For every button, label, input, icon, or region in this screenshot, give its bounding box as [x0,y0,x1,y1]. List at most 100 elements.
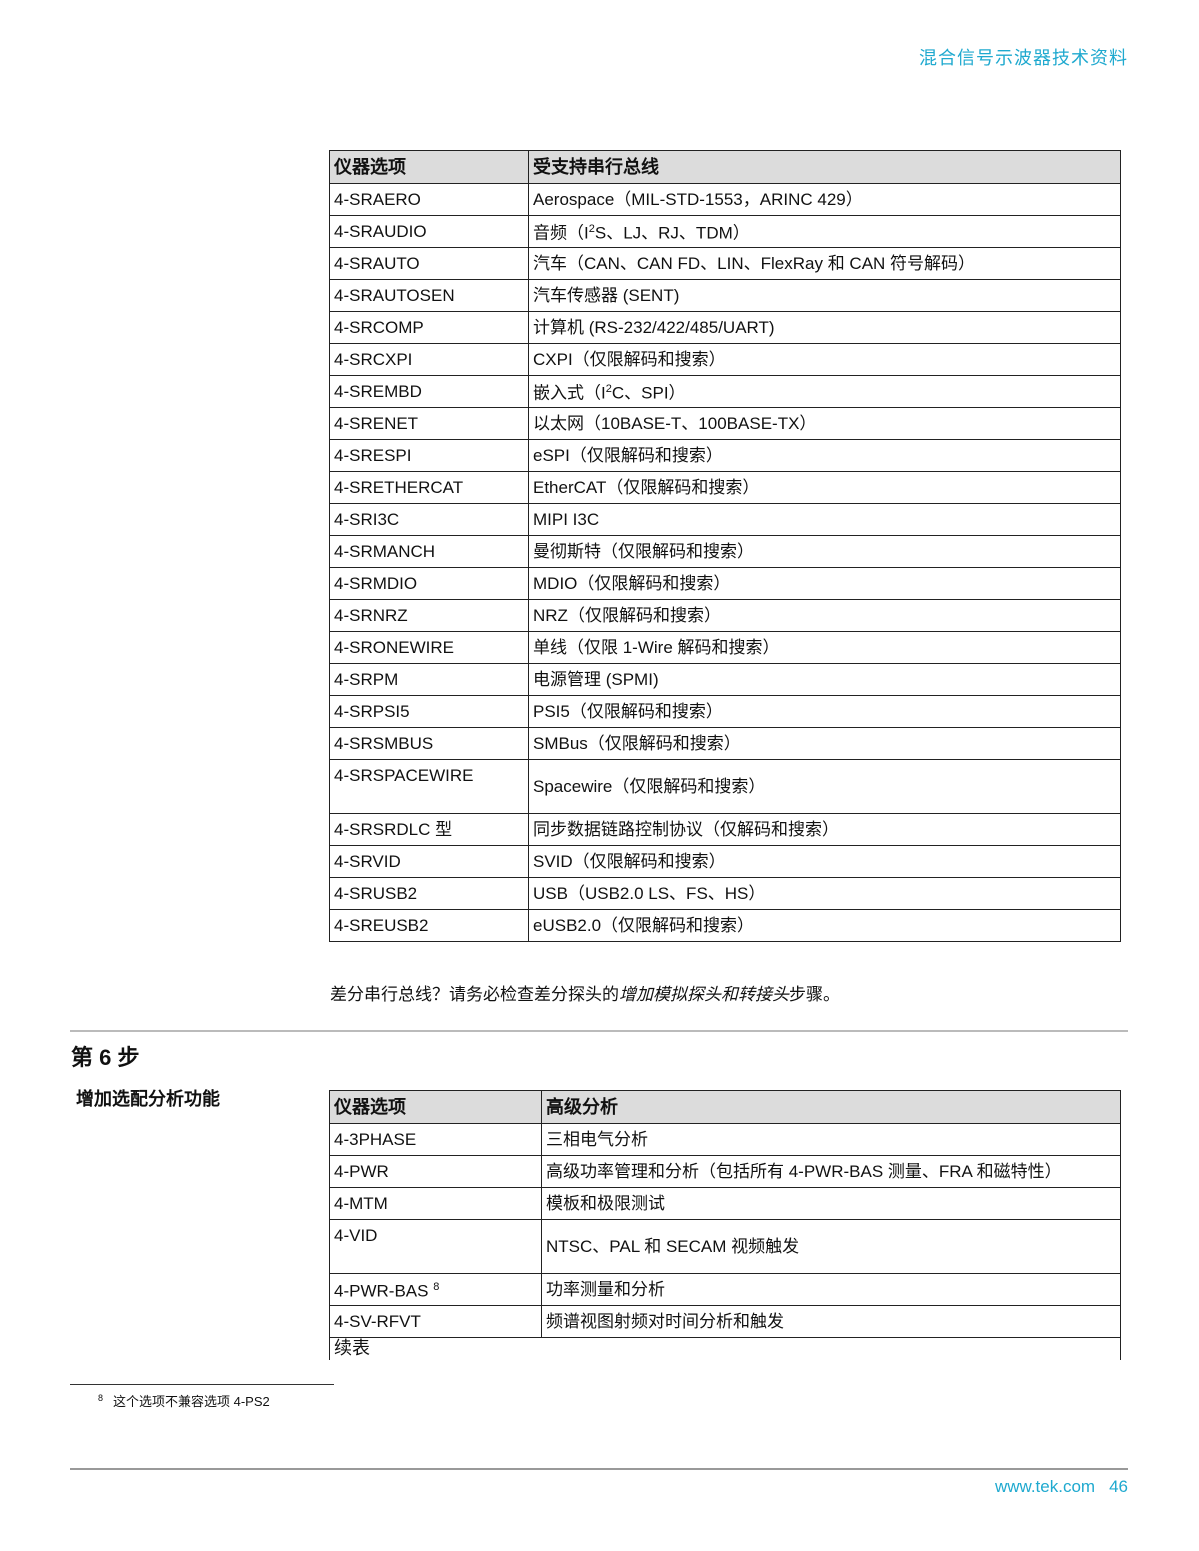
continued-label: 续表 [329,1337,1121,1360]
description-cell: 嵌入式（I2C、SPI） [528,375,1121,408]
description-cell: 频谱视图射频对时间分析和触发 [541,1305,1121,1338]
table-row: 4-SRCXPI CXPI（仅限解码和搜索） [329,343,1121,376]
option-code: 4-SREMBD [334,381,422,401]
description-cell: PSI5（仅限解码和搜索） [528,695,1121,728]
step-title: 第 6 步 [71,1045,140,1070]
superscript: 2 [605,383,612,396]
table-row: 4-SRPSI5 PSI5（仅限解码和搜索） [329,695,1121,728]
table-row: 4-VID NTSC、PAL 和 SECAM 视频触发 [329,1219,1121,1274]
description-cell: CXPI（仅限解码和搜索） [528,343,1121,376]
option-cell: 4-SRETHERCAT [329,471,529,504]
table-row: 4-SRAERO Aerospace（MIL-STD-1553，ARINC 429… [329,183,1121,216]
option-code: 4-SRSPACEWIRE [334,766,474,785]
option-code: 4-SRAUTO [334,253,420,273]
description-cell: 汽车传感器 (SENT) [528,279,1121,312]
description-text: 频谱视图射频对时间分析和触发 [546,1311,784,1331]
description-cell: Spacewire（仅限解码和搜索） [528,759,1121,814]
description-text: PSI5（仅限解码和搜索） [533,701,723,721]
description-text: SMBus（仅限解码和搜索） [533,733,741,753]
option-code: 4-SRI3C [334,509,400,529]
footnote-rule [70,1384,334,1385]
table-row: 4-SRSMBUS SMBus（仅限解码和搜索） [329,727,1121,760]
option-code: 4-SRESPI [334,445,412,465]
footer: www.tek.com 46 [995,1477,1128,1497]
description-cell: 高级功率管理和分析（包括所有 4-PWR-BAS 测量、FRA 和磁特性） [541,1155,1121,1188]
option-code: 4-SRCXPI [334,349,413,369]
description-text: 同步数据链路控制协议（仅解码和搜索） [533,819,839,839]
option-cell: 4-SRPM [329,663,529,696]
table-row: 4-SRAUTOSEN 汽车传感器 (SENT) [329,279,1121,312]
table-row: 4-SRENET 以太网（10BASE-T、100BASE-TX） [329,407,1121,440]
option-code: 4-SRAERO [334,189,421,209]
description-text: eSPI（仅限解码和搜索） [533,445,723,465]
website-link[interactable]: www.tek.com [994,1477,1096,1496]
option-code: 4-MTM [334,1193,388,1213]
serial-bus-options-table: 仪器选项 受支持串行总线 4-SRAERO Aerospace（MIL-STD-1… [329,150,1121,942]
description-text: USB（USB2.0 LS、FS、HS） [533,883,766,903]
option-code: 4-SV-RFVT [334,1311,421,1331]
option-cell: 4-PWR [329,1155,542,1188]
description-text: Spacewire（仅限解码和搜索） [533,776,766,796]
table-row: 4-SRAUTO 汽车（CAN、CAN FD、LIN、FlexRay 和 CAN … [329,247,1121,280]
note-text-end: 步骤。 [789,985,840,1004]
differential-bus-note: 差分串行总线？请务必检查差分探头的增加模拟探头和转接头步骤。 [330,980,840,1005]
option-cell: 4-PWR-BAS 8 [329,1273,542,1306]
option-cell: 4-SV-RFVT [329,1305,542,1338]
table-row: 4-SRAUDIO 音频（I2S、LJ、RJ、TDM） [329,215,1121,248]
option-code: 4-SRUSB2 [334,883,418,903]
description-cell: 模板和极限测试 [541,1187,1121,1220]
column-header-option: 仪器选项 [329,150,529,184]
description-cell: 同步数据链路控制协议（仅解码和搜索） [528,813,1121,846]
footnote-mark: 8 [98,1392,104,1403]
description-cell: eUSB2.0（仅限解码和搜索） [528,909,1121,942]
option-code: 4-3PHASE [334,1129,417,1149]
option-code: 4-SRPSI5 [334,701,410,721]
option-cell: 4-SRVID [329,845,529,878]
description-cell: EtherCAT（仅限解码和搜索） [528,471,1121,504]
option-cell: 4-SRENET [329,407,529,440]
option-code: 4-VID [334,1226,378,1245]
option-cell: 4-SRUSB2 [329,877,529,910]
description-cell: 电源管理 (SPMI) [528,663,1121,696]
description-text: SVID（仅限解码和搜索） [533,851,726,871]
description-text: eUSB2.0（仅限解码和搜索） [533,915,755,935]
table-row: 4-SRSRDLC 型 同步数据链路控制协议（仅解码和搜索） [329,813,1121,846]
option-cell: 4-VID [329,1219,542,1274]
note-text: 差分串行总线？请务必检查差分探头的 [330,985,619,1004]
table-row: 4-PWR 高级功率管理和分析（包括所有 4-PWR-BAS 测量、FRA 和磁特… [329,1155,1121,1188]
description-text: 模板和极限测试 [546,1193,665,1213]
footnote-ref: 8 [433,1281,440,1294]
option-code: 4-SRSMBUS [334,733,434,753]
description-cell: 以太网（10BASE-T、100BASE-TX） [528,407,1121,440]
description-text: 功率测量和分析 [546,1279,665,1299]
description-cell: MDIO（仅限解码和搜索） [528,567,1121,600]
description-text: 三相电气分析 [546,1129,648,1149]
option-cell: 4-SRAERO [329,183,529,216]
option-cell: 4-SRMDIO [329,567,529,600]
analysis-options-table: 仪器选项 高级分析 4-3PHASE 三相电气分析 4-PWR 高级功率管理和分析（包… [329,1090,1121,1360]
option-code: 4-SRENET [334,413,419,433]
table-row: 4-SRSPACEWIRE Spacewire（仅限解码和搜索） [329,759,1121,814]
footnote-text: 这个选项不兼容选项 4-PS2 [113,1394,270,1409]
table-row: 4-SRNRZ NRZ（仅限解码和搜索） [329,599,1121,632]
description-text: NRZ（仅限解码和搜索） [533,605,721,625]
description-cell: NRZ（仅限解码和搜索） [528,599,1121,632]
document-header-title: 混合信号示波器技术资料 [919,48,1128,68]
description-text: 曼彻斯特（仅限解码和搜索） [533,541,754,561]
description-text: EtherCAT（仅限解码和搜索） [533,477,760,497]
table-row: 4-SRONEWIRE 单线（仅限 1-Wire 解码和搜索） [329,631,1121,664]
option-code: 4-SRCOMP [334,317,424,337]
option-cell: 4-SRONEWIRE [329,631,529,664]
option-cell: 4-SRAUTO [329,247,529,280]
column-header-analysis: 高级分析 [541,1090,1121,1124]
option-code: 4-SRETHERCAT [334,477,464,497]
table-row: 4-3PHASE 三相电气分析 [329,1123,1121,1156]
option-code: 4-SRNRZ [334,605,408,625]
option-cell: 4-SRCXPI [329,343,529,376]
description-text: CXPI（仅限解码和搜索） [533,349,726,369]
option-cell: 4-3PHASE [329,1123,542,1156]
option-code: 4-SRVID [334,851,401,871]
option-code: 4-SREUSB2 [334,915,429,935]
description-text: 高级功率管理和分析（包括所有 4-PWR-BAS 测量、FRA 和磁特性） [546,1161,1062,1181]
